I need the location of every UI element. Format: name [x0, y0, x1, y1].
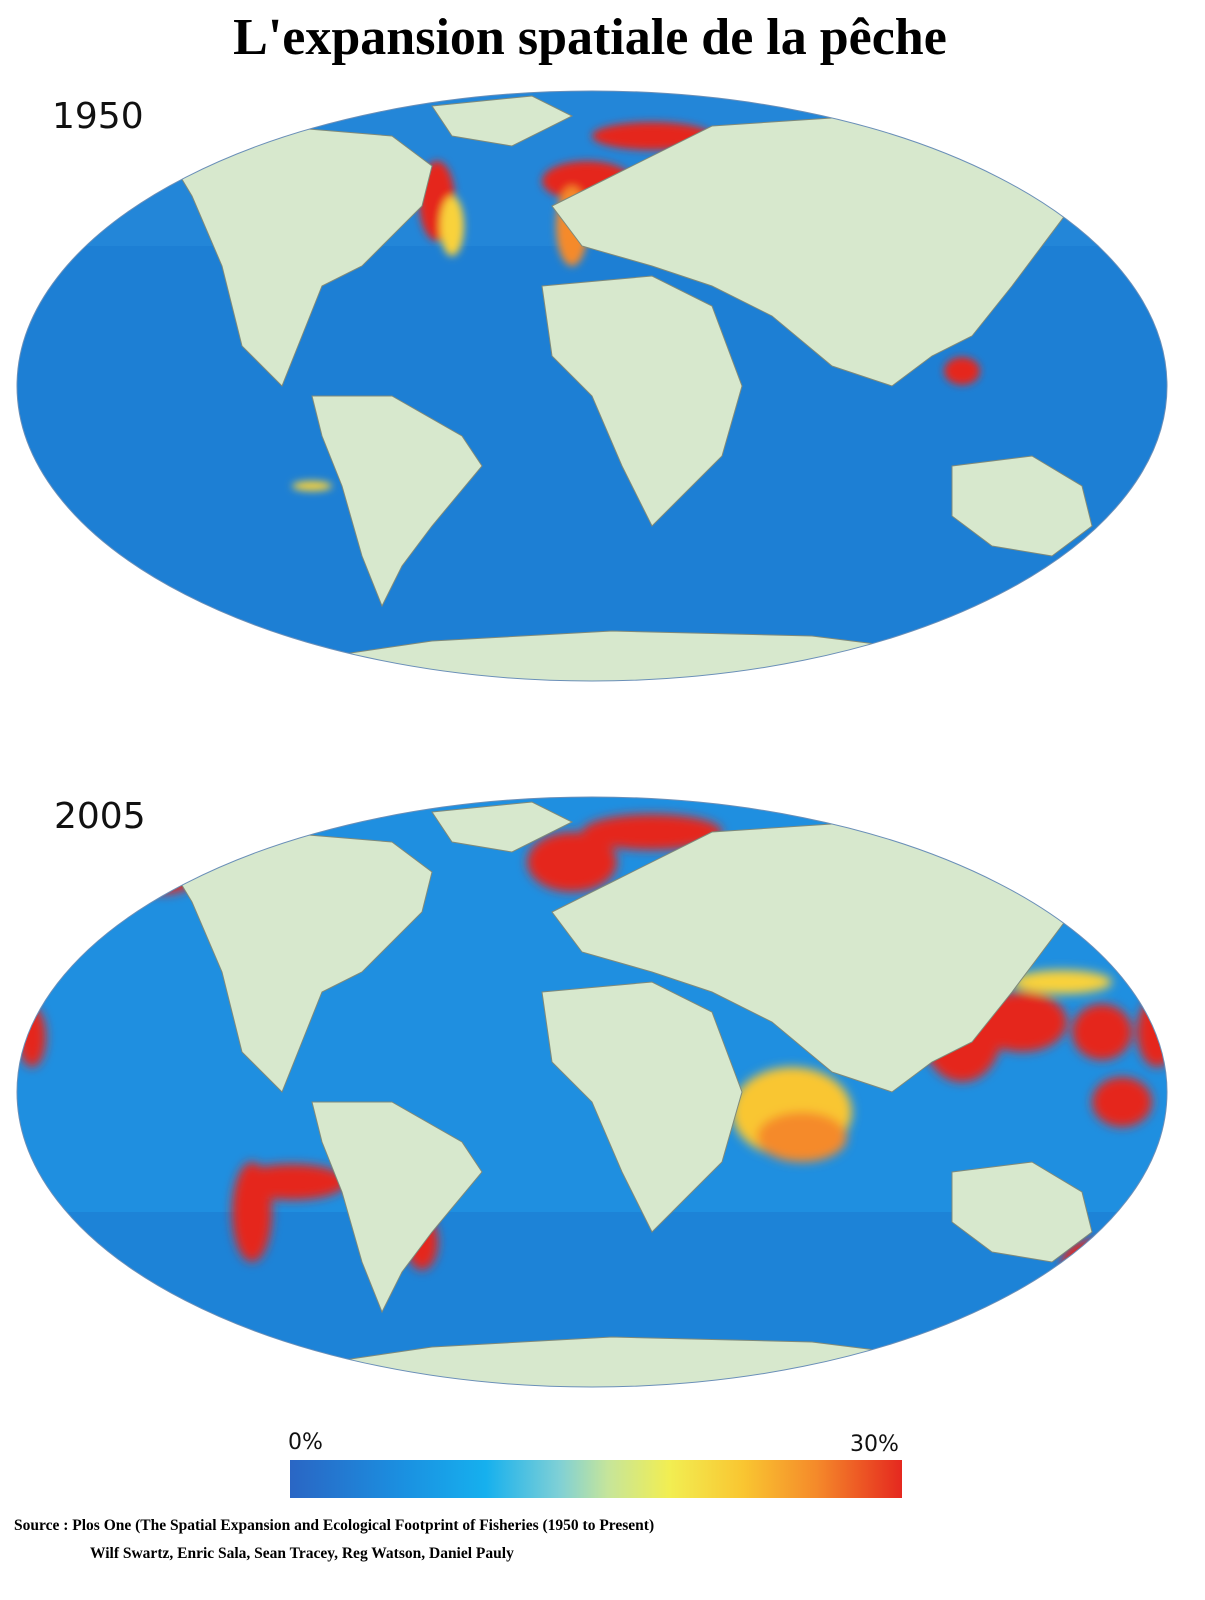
source-line-1: Source : Plos One (The Spatial Expansion…: [14, 1517, 655, 1534]
legend-color-scale: [290, 1460, 902, 1498]
source-credit: Source : Plos One (The Spatial Expansion…: [14, 1512, 654, 1568]
legend-max-label: 30%: [850, 1432, 899, 1457]
world-map-1950: [16, 90, 1168, 682]
source-prefix: Source : Plos One: [14, 1517, 132, 1534]
legend-min-label: 0%: [288, 1430, 323, 1455]
source-authors: Wilf Swartz, Enric Sala, Sean Tracey, Re…: [90, 1545, 514, 1562]
world-map-2005: [16, 796, 1168, 1388]
figure-title: L'expansion spatiale de la pêche: [233, 9, 947, 66]
map-year-label-2005: 2005: [54, 796, 146, 837]
source-article-title-end: to Present): [582, 1517, 655, 1534]
source-article-title: The Spatial Expansion and Ecological Foo…: [140, 1517, 579, 1534]
map-year-label-1950: 1950: [52, 96, 144, 137]
